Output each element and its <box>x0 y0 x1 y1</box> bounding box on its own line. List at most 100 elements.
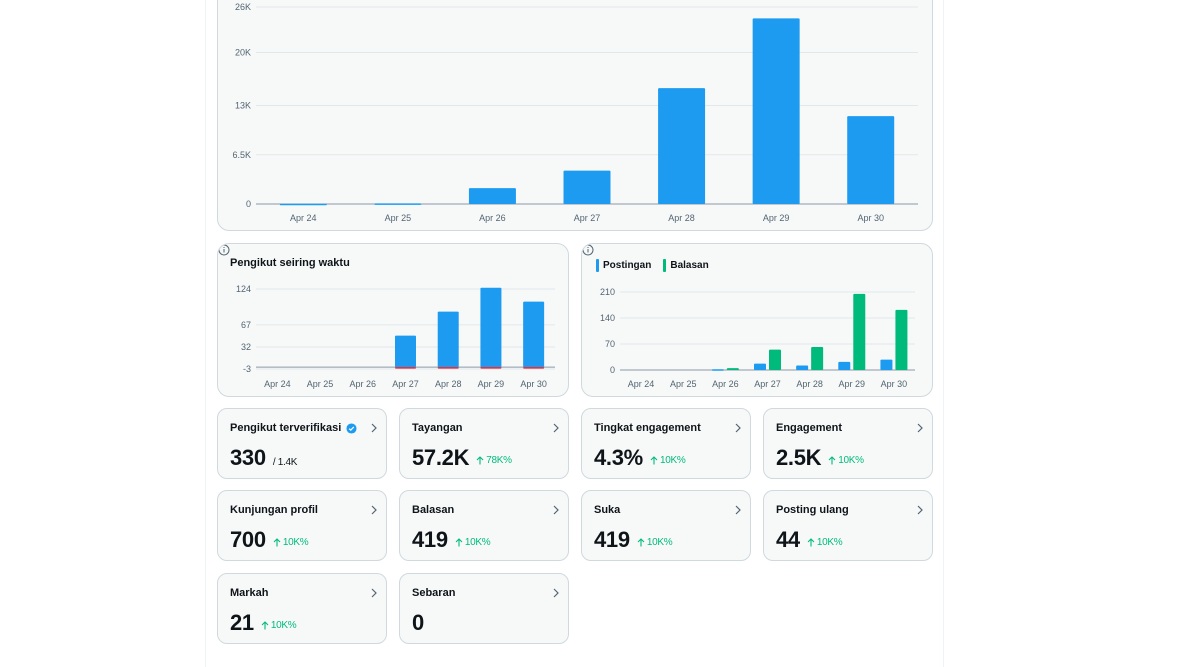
bar <box>563 170 611 204</box>
arrow-up-icon <box>828 456 836 465</box>
stat-card-engagement[interactable]: Engagement 2.5K 10K% <box>763 408 933 479</box>
stat-card-balasan[interactable]: Balasan 419 10K% <box>399 490 569 561</box>
stat-value-text: 57.2K <box>412 445 470 470</box>
legend-label-posts: Postingan <box>603 260 652 271</box>
x-tick-label: Apr 24 <box>628 379 655 389</box>
chevron-right-icon[interactable] <box>552 588 560 598</box>
x-tick-label: Apr 27 <box>574 213 601 223</box>
x-tick-label: Apr 26 <box>350 379 377 389</box>
stat-value: 21 10K% <box>230 610 297 636</box>
y-tick-label: 67 <box>241 320 251 330</box>
stat-value-text: 700 <box>230 527 266 552</box>
chevron-right-icon[interactable] <box>916 423 924 433</box>
stat-card-kunjungan-profil[interactable]: Kunjungan profil 700 10K% <box>217 490 387 561</box>
stat-value-text: 21 <box>230 610 254 635</box>
stat-card-pengikut-terverifikasi[interactable]: Pengikut terverifikasi 330 / 1.4K <box>217 408 387 479</box>
x-tick-label: Apr 27 <box>392 379 419 389</box>
chevron-right-icon[interactable] <box>370 505 378 515</box>
stat-value: 2.5K 10K% <box>776 445 864 471</box>
stat-label-text: Sebaran <box>412 587 456 599</box>
stat-label: Balasan <box>412 504 454 516</box>
stat-card-posting-ulang[interactable]: Posting ulang 44 10K% <box>763 490 933 561</box>
x-tick-label: Apr 25 <box>670 379 697 389</box>
stat-label: Sebaran <box>412 587 455 599</box>
arrow-up-icon <box>455 538 463 547</box>
bar <box>437 311 459 368</box>
arrow-up-icon <box>807 538 815 547</box>
stat-value-text: 2.5K <box>776 445 822 470</box>
stat-value: 419 10K% <box>594 527 673 553</box>
stat-label: Suka <box>594 504 620 516</box>
stat-value-text: 44 <box>776 527 800 552</box>
stat-value-text: 4.3% <box>594 445 643 470</box>
stat-label: Pengikut terverifikasi <box>230 422 357 434</box>
stat-delta-text: 10K% <box>282 537 309 548</box>
stat-delta-text: 10K% <box>659 455 686 466</box>
stat-label: Kunjungan profil <box>230 504 318 516</box>
stat-delta: 10K% <box>650 455 686 466</box>
stat-label-text: Suka <box>594 504 621 516</box>
verified-badge-icon <box>346 422 357 434</box>
bar <box>279 203 327 206</box>
chevron-right-icon[interactable] <box>734 423 742 433</box>
info-icon[interactable] <box>218 244 230 256</box>
x-tick-label: Apr 25 <box>307 379 334 389</box>
bar <box>838 361 851 370</box>
followers-chart-card: Pengikut seiring waktu -3 32 67 124 Apr 24 Ap… <box>217 243 569 397</box>
x-tick-label: Apr 30 <box>857 213 884 223</box>
stat-label-text: Markah <box>230 587 269 599</box>
stat-label: Tayangan <box>412 422 463 434</box>
stat-value-text: 419 <box>594 527 630 552</box>
arrow-up-icon <box>476 456 484 465</box>
stat-card-tayangan[interactable]: Tayangan 57.2K 78K% <box>399 408 569 479</box>
y-tick-label: 124 <box>236 284 251 294</box>
y-tick-label: 32 <box>241 342 251 352</box>
chevron-right-icon[interactable] <box>552 423 560 433</box>
y-tick-label: 140 <box>600 313 615 323</box>
chevron-right-icon[interactable] <box>734 505 742 515</box>
x-tick-label: Apr 29 <box>839 379 866 389</box>
y-tick-label: 0 <box>610 365 615 375</box>
stat-value-text: 419 <box>412 527 448 552</box>
bar <box>468 188 516 204</box>
followers-chart-title: Pengikut seiring waktu <box>230 257 350 269</box>
x-tick-label: Apr 29 <box>763 213 790 223</box>
legend-label-replies: Balasan <box>670 260 709 271</box>
stat-delta: 10K% <box>273 537 309 548</box>
stat-label-text: Kunjungan profil <box>230 504 318 516</box>
bar <box>796 365 809 370</box>
stat-delta: 10K% <box>828 455 864 466</box>
stat-value-text: 0 <box>412 610 424 635</box>
stat-label-text: Tayangan <box>412 422 463 434</box>
chevron-right-icon[interactable] <box>370 423 378 433</box>
x-tick-label: Apr 28 <box>668 213 695 223</box>
x-tick-label: Apr 25 <box>385 213 412 223</box>
chevron-right-icon[interactable] <box>916 505 924 515</box>
stat-label-text: Pengikut terverifikasi <box>230 422 342 434</box>
bar <box>754 363 766 370</box>
chevron-right-icon[interactable] <box>552 505 560 515</box>
stat-delta: 10K% <box>455 537 491 548</box>
stat-card-markah[interactable]: Markah 21 10K% <box>217 573 387 644</box>
info-icon[interactable] <box>582 244 594 256</box>
bar <box>769 349 781 370</box>
y-tick-label: 210 <box>600 287 615 297</box>
stat-delta-text: 10K% <box>464 537 491 548</box>
chevron-right-icon[interactable] <box>370 588 378 598</box>
stat-delta: 78K% <box>476 455 512 466</box>
stat-card-tingkat-engagement[interactable]: Tingkat engagement 4.3% 10K% <box>581 408 751 479</box>
bar <box>853 293 866 370</box>
x-tick-label: Apr 28 <box>435 379 462 389</box>
stat-delta: 10K% <box>807 537 843 548</box>
stat-card-suka[interactable]: Suka 419 10K% <box>581 490 751 561</box>
stat-delta-text: 10K% <box>646 537 673 548</box>
chart-legend: Postingan Balasan <box>596 259 709 272</box>
bar <box>480 367 502 369</box>
bar <box>395 335 416 368</box>
stat-card-sebaran[interactable]: Sebaran 0 <box>399 573 569 644</box>
bar <box>752 18 800 204</box>
bar <box>711 369 724 371</box>
legend-item-replies: Balasan <box>663 259 709 272</box>
x-tick-label: Apr 29 <box>478 379 505 389</box>
stat-value: 330 / 1.4K <box>230 445 297 471</box>
